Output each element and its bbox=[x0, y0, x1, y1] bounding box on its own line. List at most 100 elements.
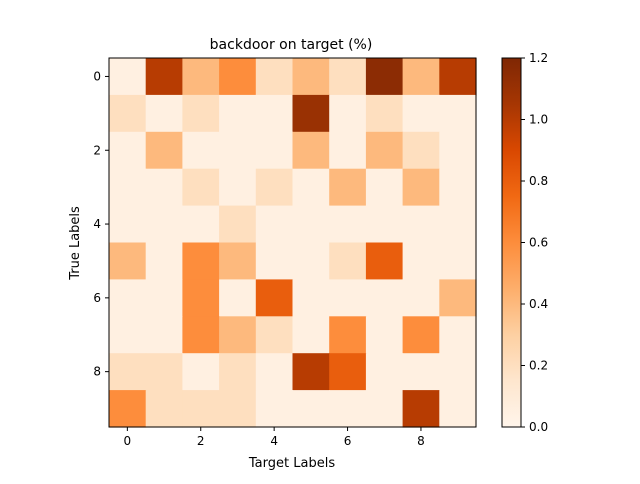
heatmap-cell-r3-c0 bbox=[109, 168, 147, 207]
heatmap-cell-r7-c5 bbox=[292, 316, 330, 354]
heatmap-cell-r1-c8 bbox=[402, 94, 440, 133]
x-tick-label-8: 8 bbox=[417, 434, 425, 448]
heatmap-cell-r2-c6 bbox=[329, 131, 367, 170]
heatmap-cell-r2-c9 bbox=[439, 131, 477, 170]
heatmap-cell-r6-c0 bbox=[109, 279, 147, 317]
heatmap-cell-r4-c5 bbox=[292, 205, 330, 244]
heatmap-cell-r7-c6 bbox=[329, 316, 367, 354]
y-tick-label-0: 0 bbox=[93, 69, 101, 83]
heatmap-cell-r0-c9 bbox=[439, 58, 477, 96]
x-tick-label-6: 6 bbox=[344, 434, 352, 448]
heatmap-cell-r6-c2 bbox=[182, 279, 220, 317]
heatmap-cell-r8-c7 bbox=[365, 353, 404, 391]
x-tick-label-0: 0 bbox=[124, 434, 132, 448]
heatmap-cell-r0-c4 bbox=[255, 58, 294, 96]
heatmap-cell-r9-c7 bbox=[365, 390, 404, 428]
heatmap-cell-r0-c5 bbox=[292, 58, 330, 96]
heatmap-cell-r1-c0 bbox=[109, 94, 147, 133]
heatmap-cell-r7-c1 bbox=[145, 316, 183, 354]
heatmap-cell-r8-c9 bbox=[439, 353, 477, 391]
heatmap-cells bbox=[109, 58, 477, 428]
heatmap-cell-r2-c5 bbox=[292, 131, 330, 170]
heatmap-cell-r0-c2 bbox=[182, 58, 220, 96]
y-tick-label-8: 8 bbox=[93, 365, 101, 379]
heatmap-cell-r2-c1 bbox=[145, 131, 183, 170]
heatmap-cell-r8-c8 bbox=[402, 353, 440, 391]
heatmap-cell-r4-c6 bbox=[329, 205, 367, 244]
heatmap-cell-r6-c8 bbox=[402, 279, 440, 317]
heatmap-cell-r9-c3 bbox=[219, 390, 257, 428]
x-axis-label: Target Labels bbox=[248, 456, 335, 471]
heatmap-cell-r5-c8 bbox=[402, 242, 440, 280]
heatmap-cell-r9-c6 bbox=[329, 390, 367, 428]
heatmap-cell-r2-c7 bbox=[365, 131, 404, 170]
heatmap-cell-r7-c7 bbox=[365, 316, 404, 354]
heatmap-cell-r4-c7 bbox=[365, 205, 404, 244]
heatmap-cell-r1-c2 bbox=[182, 94, 220, 133]
y-tick-label-4: 4 bbox=[93, 217, 101, 231]
x-tick-label-2: 2 bbox=[197, 434, 205, 448]
heatmap-cell-r4-c1 bbox=[145, 205, 183, 244]
heatmap-cell-r5-c9 bbox=[439, 242, 477, 280]
heatmap-cell-r0-c7 bbox=[365, 58, 404, 96]
heatmap-cell-r6-c1 bbox=[145, 279, 183, 317]
colorbar-tick-label-0.8: 0.8 bbox=[529, 174, 548, 188]
heatmap-cell-r5-c2 bbox=[182, 242, 220, 280]
heatmap-cell-r0-c0 bbox=[109, 58, 147, 96]
heatmap-cell-r1-c5 bbox=[292, 94, 330, 133]
heatmap-cell-r8-c4 bbox=[255, 353, 294, 391]
heatmap-cell-r0-c8 bbox=[402, 58, 440, 96]
colorbar-tick-label-0.0: 0.0 bbox=[529, 420, 548, 434]
y-axis-label: True Labels bbox=[68, 206, 83, 281]
heatmap-cell-r1-c3 bbox=[219, 94, 257, 133]
heatmap-cell-r3-c8 bbox=[402, 168, 440, 207]
heatmap-cell-r6-c6 bbox=[329, 279, 367, 317]
heatmap-cell-r4-c0 bbox=[109, 205, 147, 244]
heatmap-cell-r5-c0 bbox=[109, 242, 147, 280]
heatmap-cell-r9-c2 bbox=[182, 390, 220, 428]
heatmap-cell-r1-c1 bbox=[145, 94, 183, 133]
heatmap-cell-r3-c5 bbox=[292, 168, 330, 207]
heatmap-cell-r4-c3 bbox=[219, 205, 257, 244]
x-axis-ticks: 0 2 4 6 8 bbox=[124, 427, 425, 448]
heatmap-cell-r6-c5 bbox=[292, 279, 330, 317]
heatmap-cell-r7-c9 bbox=[439, 316, 477, 354]
heatmap-cell-r9-c8 bbox=[402, 390, 440, 428]
heatmap-cell-r4-c4 bbox=[255, 205, 294, 244]
heatmap-cell-r5-c5 bbox=[292, 242, 330, 280]
heatmap-cell-r3-c1 bbox=[145, 168, 183, 207]
heatmap-cell-r2-c3 bbox=[219, 131, 257, 170]
heatmap-cell-r7-c3 bbox=[219, 316, 257, 354]
heatmap-cell-r8-c2 bbox=[182, 353, 220, 391]
heatmap-cell-r5-c7 bbox=[365, 242, 404, 280]
heatmap-cell-r2-c2 bbox=[182, 131, 220, 170]
heatmap-cell-r7-c0 bbox=[109, 316, 147, 354]
heatmap-cell-r1-c4 bbox=[255, 94, 294, 133]
heatmap-cell-r0-c6 bbox=[329, 58, 367, 96]
x-tick-label-4: 4 bbox=[270, 434, 278, 448]
heatmap-cell-r5-c4 bbox=[255, 242, 294, 280]
heatmap-cell-r3-c7 bbox=[365, 168, 404, 207]
heatmap-cell-r8-c1 bbox=[145, 353, 183, 391]
heatmap-cell-r3-c4 bbox=[255, 168, 294, 207]
colorbar-tick-label-1.2: 1.2 bbox=[529, 51, 548, 65]
heatmap-cell-r9-c4 bbox=[255, 390, 294, 428]
heatmap-cell-r4-c8 bbox=[402, 205, 440, 244]
heatmap-cell-r9-c1 bbox=[145, 390, 183, 428]
heatmap-cell-r8-c0 bbox=[109, 353, 147, 391]
heatmap-cell-r5-c1 bbox=[145, 242, 183, 280]
colorbar-tick-label-1.0: 1.0 bbox=[529, 113, 548, 127]
heatmap-cell-r5-c3 bbox=[219, 242, 257, 280]
heatmap-cell-r1-c7 bbox=[365, 94, 404, 133]
heatmap-cell-r9-c5 bbox=[292, 390, 330, 428]
heatmap-cell-r8-c5 bbox=[292, 353, 330, 391]
heatmap-cell-r9-c9 bbox=[439, 390, 477, 428]
colorbar-ticks: 0.0 0.2 0.4 0.6 0.8 1.0 1.2 bbox=[521, 51, 548, 434]
heatmap-cell-r0-c3 bbox=[219, 58, 257, 96]
heatmap-cell-r2-c0 bbox=[109, 131, 147, 170]
heatmap-cell-r1-c6 bbox=[329, 94, 367, 133]
heatmap-cell-r5-c6 bbox=[329, 242, 367, 280]
heatmap-cell-r7-c8 bbox=[402, 316, 440, 354]
heatmap-cell-r3-c6 bbox=[329, 168, 367, 207]
